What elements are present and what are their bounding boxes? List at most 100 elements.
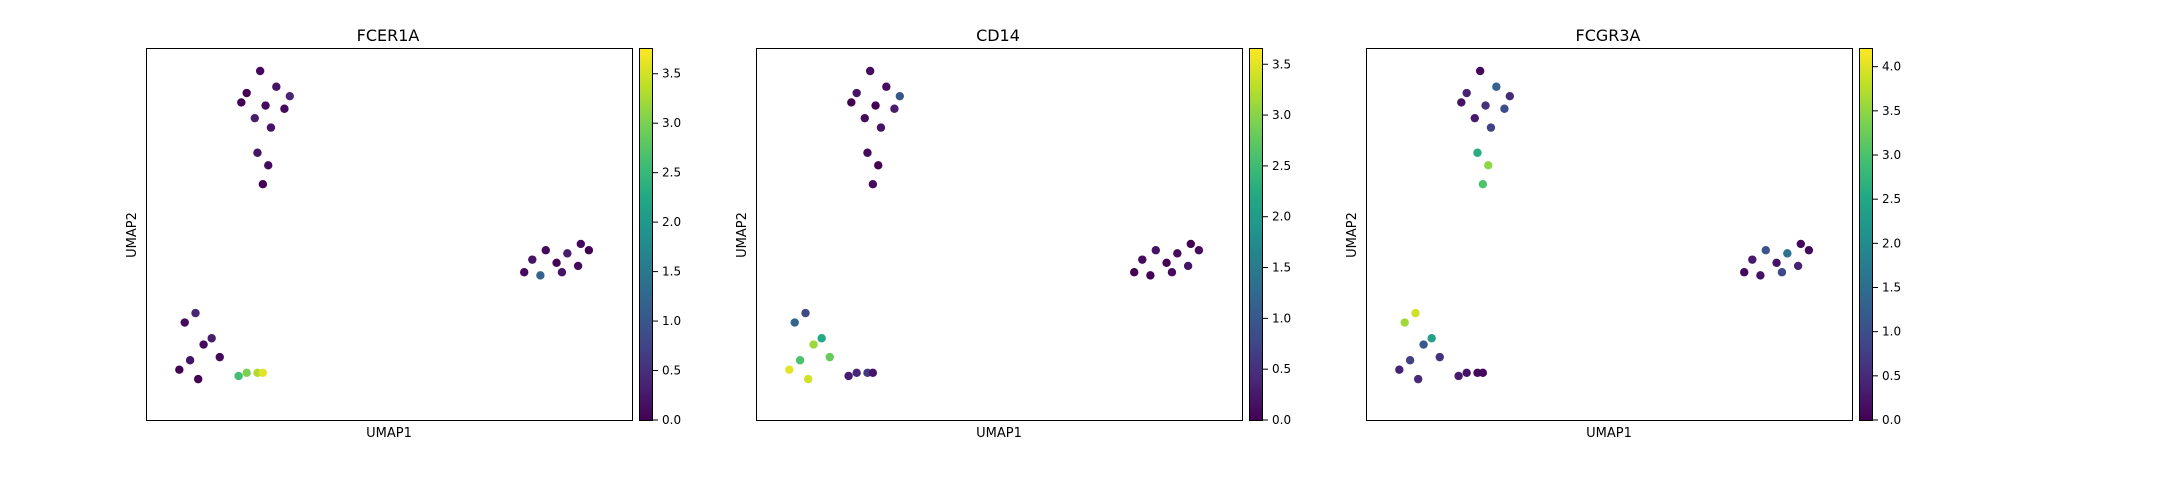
scatter-point [803,374,813,384]
y-axis-label: UMAP2 [125,212,140,258]
scatter-point [874,161,883,170]
scatter-point [1194,246,1204,255]
colorbar [1859,48,1873,421]
scatter-point [253,148,262,157]
scatter-point [1130,268,1139,277]
scatter-point [844,371,853,381]
scatter-point [237,98,246,107]
scatter-point [1772,258,1781,267]
scatter-point [1146,271,1155,280]
scatter-point [852,368,861,378]
scatter-point [207,334,216,343]
panel-fcgr3a: FCGR3A UMAP1 UMAP2 0.0 0.5 1.0 1.5 2.0 2.5 3.0… [1345,26,1901,441]
scatter-point [860,113,869,123]
colorbar-tick-label: 3.5 [1882,104,1901,118]
scatter-point [1475,66,1485,76]
scatter-point [1804,246,1814,255]
scatter-point [1793,261,1803,271]
scatter-point [255,66,265,76]
colorbar-tick-label: 1.5 [1882,281,1901,295]
y-axis-label: UMAP2 [1345,212,1360,258]
scatter-point [258,368,268,378]
scatter-point [1413,374,1423,384]
scatter-point [557,268,567,277]
colorbar-tick-label: 0.5 [1272,362,1291,376]
scatter-point [1186,239,1196,249]
panel-title: FCER1A [357,26,420,45]
scatter-point [1484,161,1493,170]
scatter-point [871,101,880,110]
scatter-point [576,239,586,249]
scatter-point [1411,308,1420,318]
scatter-point [1473,148,1482,157]
scatter-point [1462,88,1471,98]
colorbar-tick-label: 0.0 [662,413,681,427]
scatter-point [895,91,905,101]
scatter-point [1138,255,1147,264]
scatter-point [1478,179,1488,189]
y-axis-label: UMAP2 [735,212,750,258]
colorbar-tick-label: 1.5 [662,265,681,279]
scatter-point [1492,82,1501,91]
scatter-point [180,318,189,327]
scatter-point [1748,255,1757,264]
scatter-point [175,365,184,374]
scatter-point [1486,123,1496,132]
x-axis-label: UMAP1 [1586,426,1632,441]
scatter-point [193,374,203,384]
scatter-point [191,308,200,318]
scatter-point [1796,239,1806,249]
scatter-point [890,104,899,113]
colorbar-tick-label: 2.0 [1882,236,1901,250]
scatter-point [520,268,529,277]
colorbar-tick-label: 2.5 [662,166,681,180]
scatter-point [185,356,195,365]
colorbar [1249,48,1263,421]
scatter-point [1454,371,1463,381]
scatter-point [261,101,270,110]
scatter-point [1500,104,1509,113]
scatter-point [541,246,550,255]
scatter-point [563,249,572,258]
scatter-point [1183,261,1193,271]
scatter-point [785,365,794,374]
colorbar-tick-label: 0.5 [662,364,681,378]
scatter-point [865,66,875,76]
colorbar-ticks: 0.0 0.5 1.0 1.5 2.0 2.5 3.0 3.5 [1263,57,1291,427]
scatter-point [242,88,251,98]
scatter-point [1427,334,1436,343]
plot-frame [146,48,633,421]
colorbar-tick-label: 3.0 [1272,108,1291,122]
plot-frame [756,48,1243,421]
x-axis-label: UMAP1 [976,426,1022,441]
scatter-point [234,371,243,381]
scatter-point [266,123,276,132]
scatter-point [1478,368,1488,378]
scatter-point [280,104,289,113]
scatter-point [1505,91,1515,101]
scatter-point [1783,249,1792,258]
scatter-point [801,308,810,318]
scatter-point [1777,268,1787,277]
scatter-point [1761,246,1770,255]
scatter-point [868,179,878,189]
scatter-point [1462,368,1471,378]
colorbar-tick-label: 2.5 [1882,192,1901,206]
scatter-point [1457,98,1466,107]
colorbar-tick-label: 1.0 [662,314,681,328]
scatter-points [1395,66,1814,384]
scatter-point [199,340,208,349]
scatter-point [825,352,834,362]
scatter-point [1470,113,1479,123]
colorbar-tick-label: 1.0 [1272,311,1291,325]
colorbar-tick-label: 3.0 [662,116,681,130]
scatter-points [785,66,1204,384]
scatter-point [285,91,295,101]
panel-title: CD14 [976,26,1020,45]
plot-frame [1366,48,1853,421]
scatter-point [876,123,886,132]
scatter-point [790,318,799,327]
colorbar-tick-label: 3.0 [1882,148,1901,162]
